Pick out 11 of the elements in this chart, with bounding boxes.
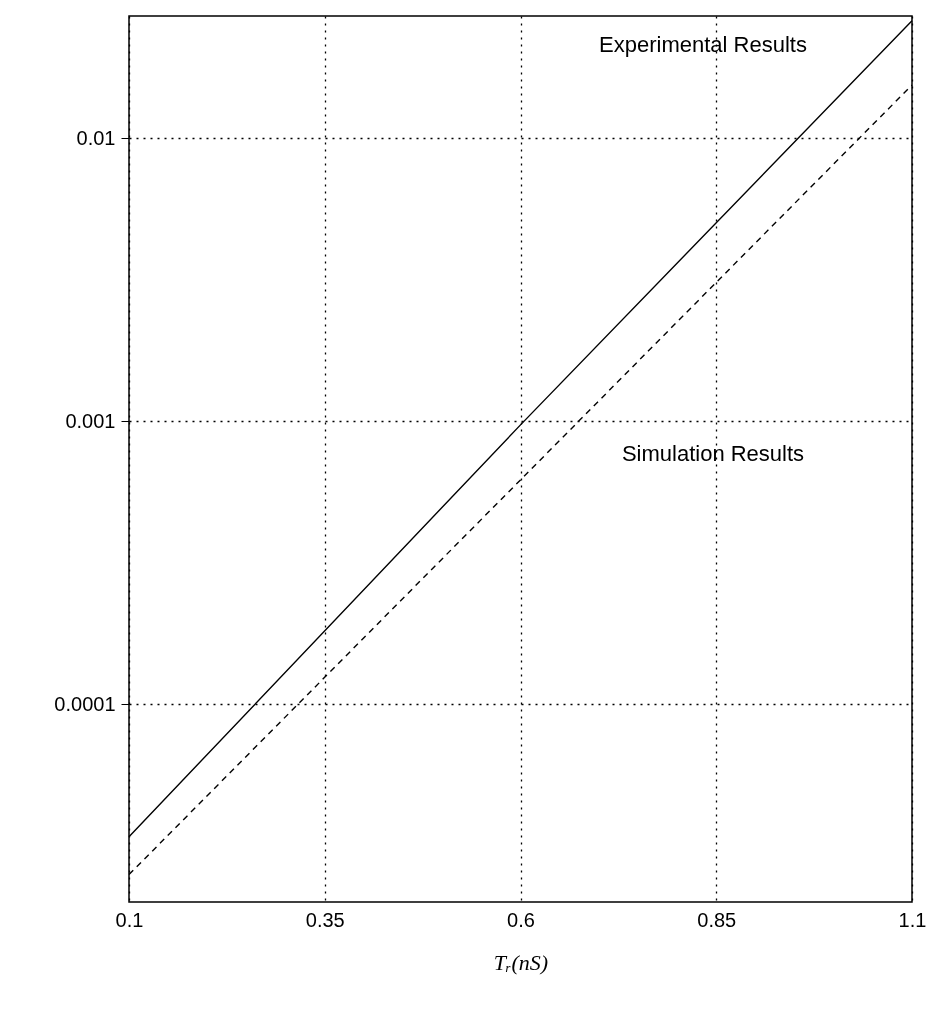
y-tick-label: 0.001 (65, 409, 116, 432)
annotation: Simulation Results (621, 441, 805, 466)
x-tick-label: 1.1 (898, 908, 927, 931)
y-tick-label: 0.01 (76, 126, 116, 149)
x-tick-label: 0.1 (115, 908, 144, 931)
x-axis-title: Tᵣ(nS) (493, 949, 549, 975)
x-tick-label: 0.35 (305, 908, 345, 931)
x-tick-label: 0.6 (507, 908, 535, 931)
y-tick-label: 0.0001 (54, 692, 116, 715)
x-tick-label: 0.85 (697, 908, 737, 931)
annotation: Experimental Results (599, 32, 807, 57)
